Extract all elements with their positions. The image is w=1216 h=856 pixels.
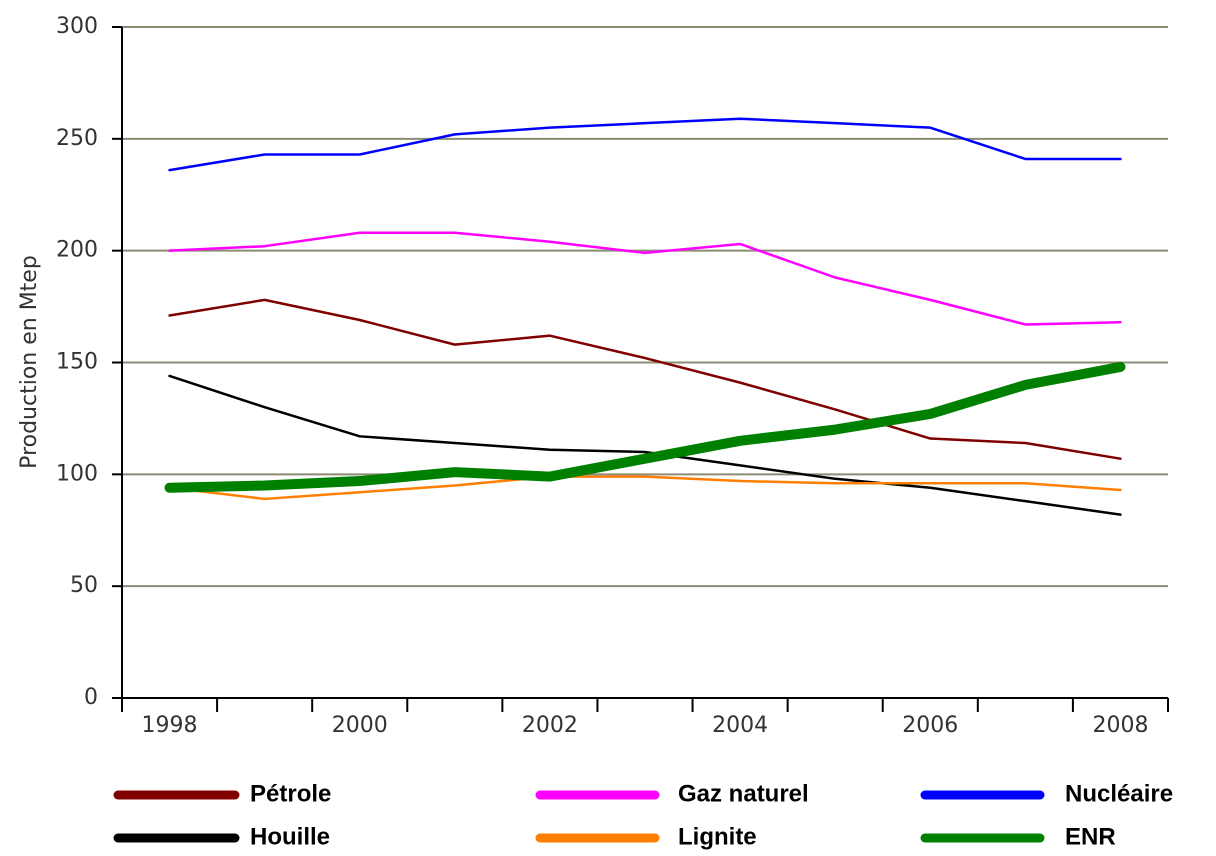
x-tick-label: 2006 [902,713,958,738]
y-tick-label: 250 [56,126,98,151]
legend-label: Lignite [678,823,757,850]
y-tick-label: 200 [56,238,98,263]
series-line [168,374,1122,516]
series-line [168,231,1122,326]
y-tick-label: 100 [56,461,98,486]
y-axis-label: Production en Mtep [17,255,42,469]
series-line [164,361,1126,493]
x-tick-label: 2000 [332,713,388,738]
series-line [168,117,1122,172]
x-tick-label: 1998 [142,713,198,738]
legend-label: Pétrole [250,780,331,807]
y-tick-label: 300 [56,14,98,39]
y-tick-label: 50 [70,573,98,598]
x-tick-label: 2002 [522,713,578,738]
y-tick-label: 150 [56,350,98,375]
legend-label: ENR [1065,823,1116,850]
series-line [168,298,1122,460]
x-tick-label: 2004 [712,713,768,738]
legend-label: Gaz naturel [678,780,809,807]
legend-label: Nucléaire [1065,780,1173,807]
series-line [168,475,1122,501]
y-tick-label: 0 [84,685,98,710]
x-tick-label: 2008 [1092,713,1148,738]
legend-label: Houille [250,823,330,850]
